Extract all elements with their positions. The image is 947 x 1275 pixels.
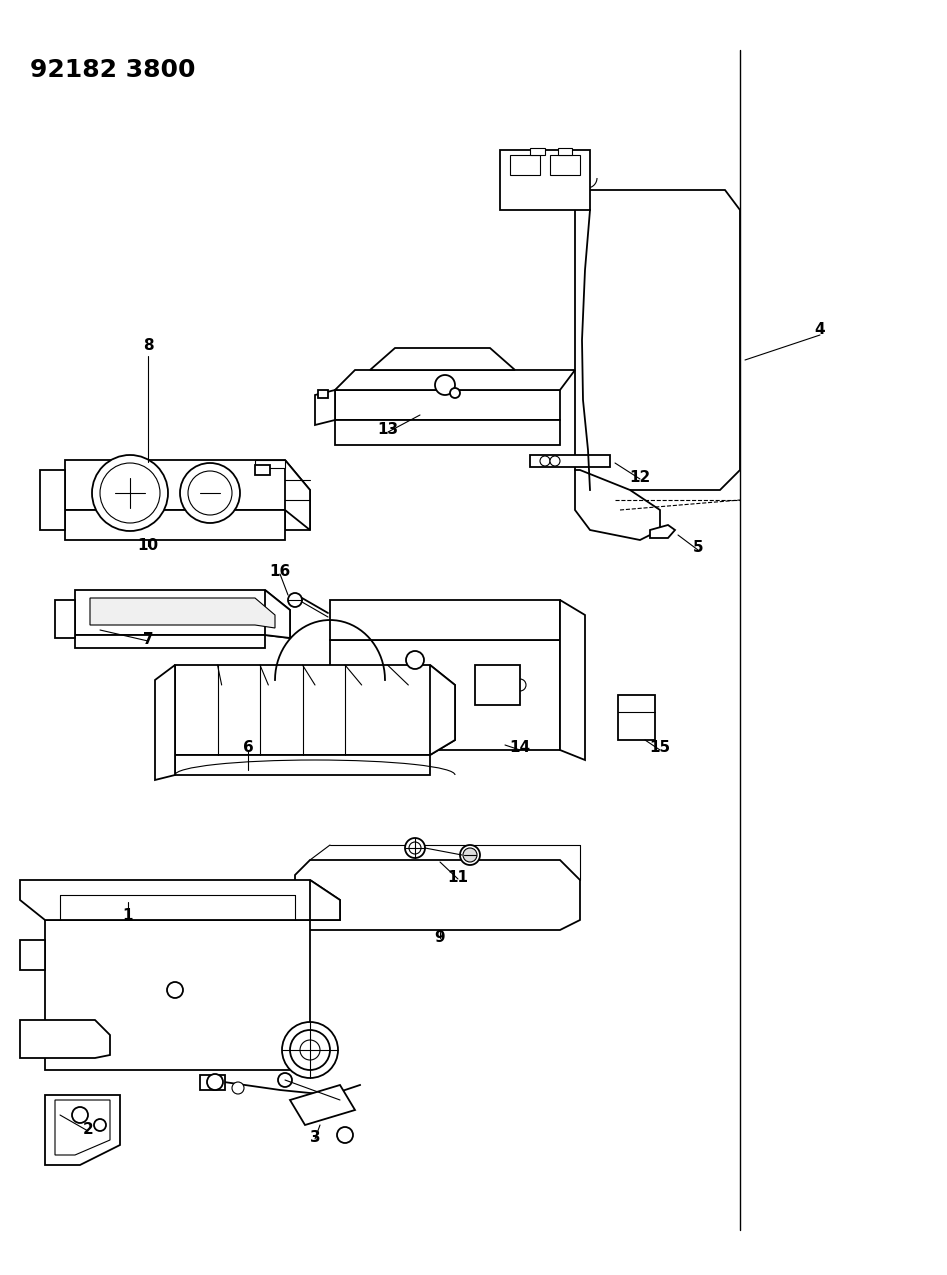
Circle shape (405, 838, 425, 858)
Circle shape (435, 375, 455, 395)
Polygon shape (575, 190, 740, 490)
Polygon shape (255, 465, 270, 476)
Circle shape (550, 456, 560, 465)
Circle shape (460, 845, 480, 864)
Text: 3: 3 (310, 1131, 320, 1145)
Polygon shape (290, 1085, 355, 1125)
Polygon shape (335, 390, 560, 419)
Polygon shape (370, 348, 515, 370)
Polygon shape (65, 460, 310, 530)
Polygon shape (530, 148, 545, 156)
Circle shape (92, 455, 168, 530)
Polygon shape (20, 880, 340, 921)
Text: 10: 10 (137, 538, 158, 552)
Text: 11: 11 (448, 871, 469, 886)
Polygon shape (20, 1020, 110, 1058)
Text: 6: 6 (242, 741, 254, 756)
Polygon shape (310, 880, 340, 921)
Text: 1: 1 (123, 908, 134, 923)
Text: 14: 14 (509, 741, 530, 756)
Polygon shape (430, 666, 455, 755)
Polygon shape (175, 666, 455, 755)
Polygon shape (265, 590, 290, 638)
Polygon shape (45, 1095, 120, 1165)
Text: 4: 4 (814, 323, 826, 338)
Polygon shape (335, 419, 560, 445)
Polygon shape (295, 861, 580, 929)
Polygon shape (75, 590, 290, 638)
Polygon shape (550, 156, 580, 175)
Circle shape (450, 388, 460, 398)
Polygon shape (335, 370, 575, 390)
Circle shape (288, 593, 302, 607)
Polygon shape (475, 666, 520, 705)
Polygon shape (175, 755, 430, 775)
Polygon shape (560, 601, 585, 760)
Text: 92182 3800: 92182 3800 (30, 57, 195, 82)
Text: 16: 16 (269, 565, 291, 580)
Polygon shape (330, 640, 560, 750)
Polygon shape (55, 1100, 110, 1155)
Polygon shape (20, 940, 45, 970)
Polygon shape (285, 460, 310, 530)
Circle shape (406, 652, 424, 669)
Circle shape (290, 1030, 330, 1070)
Polygon shape (500, 150, 590, 210)
Circle shape (514, 680, 526, 691)
Polygon shape (315, 390, 335, 425)
Polygon shape (575, 470, 660, 541)
Polygon shape (618, 695, 655, 739)
Text: 8: 8 (143, 338, 153, 352)
Polygon shape (255, 460, 285, 468)
Polygon shape (155, 666, 175, 780)
Circle shape (282, 1023, 338, 1077)
Polygon shape (65, 510, 285, 541)
Circle shape (207, 1074, 223, 1090)
Circle shape (72, 1107, 88, 1123)
Polygon shape (330, 601, 560, 640)
Polygon shape (318, 390, 328, 398)
Polygon shape (45, 921, 310, 1070)
Polygon shape (510, 156, 540, 175)
Circle shape (463, 848, 477, 862)
Polygon shape (558, 148, 572, 156)
Polygon shape (650, 525, 675, 538)
Text: 9: 9 (435, 931, 445, 946)
Text: 13: 13 (378, 422, 399, 437)
Circle shape (540, 456, 550, 465)
Text: 12: 12 (630, 470, 651, 486)
Polygon shape (90, 598, 275, 629)
Circle shape (94, 1119, 106, 1131)
Polygon shape (530, 455, 610, 467)
Polygon shape (75, 635, 265, 648)
Polygon shape (55, 601, 75, 638)
Circle shape (278, 1074, 292, 1088)
Circle shape (337, 1127, 353, 1142)
Text: 7: 7 (143, 632, 153, 648)
Polygon shape (40, 470, 65, 530)
Circle shape (167, 982, 183, 998)
Circle shape (180, 463, 240, 523)
Text: 2: 2 (82, 1122, 94, 1137)
Text: 5: 5 (692, 541, 704, 556)
Text: 15: 15 (650, 741, 670, 756)
Polygon shape (200, 1075, 225, 1090)
Circle shape (232, 1082, 244, 1094)
